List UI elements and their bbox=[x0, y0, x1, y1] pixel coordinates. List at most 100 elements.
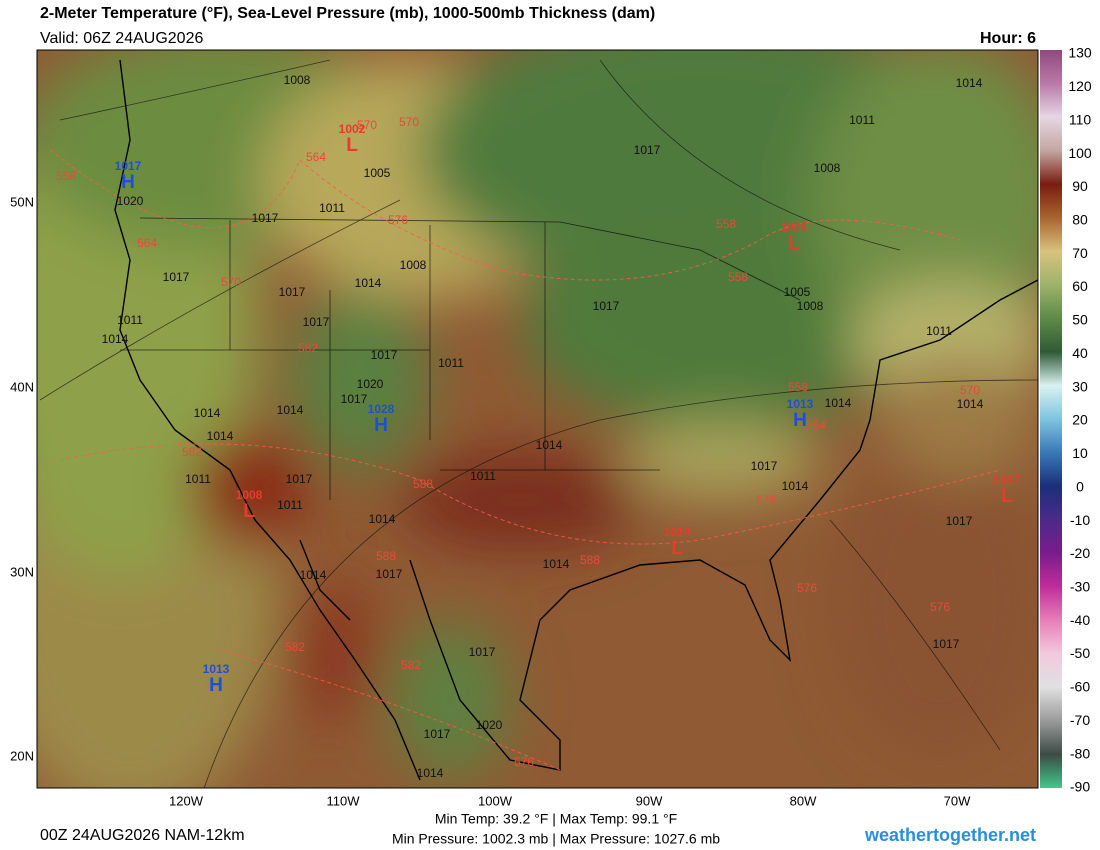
isobar-label: 1020 bbox=[357, 377, 384, 391]
colorbar-tick-label: 110 bbox=[1069, 111, 1092, 127]
thickness-label: 558 bbox=[716, 217, 736, 231]
thickness-label: 582 bbox=[285, 640, 305, 654]
isobar-label: 1011 bbox=[926, 324, 952, 338]
thickness-label: 576 bbox=[514, 755, 534, 769]
colorbar-tick-label: 70 bbox=[1072, 245, 1088, 261]
pressure-center-value: 1005 bbox=[781, 220, 808, 234]
longitude-label: 110W bbox=[327, 793, 361, 808]
isobar-label: 1005 bbox=[784, 285, 811, 299]
pressure-center-value: 1028 bbox=[368, 402, 395, 416]
thickness-label: 588 bbox=[580, 553, 600, 567]
isobar-label: 1014 bbox=[536, 438, 563, 452]
isobar-label: 1014 bbox=[277, 403, 304, 417]
pressure-center-symbol: H bbox=[209, 675, 223, 696]
isobar-label: 1017 bbox=[286, 472, 313, 486]
thickness-label: 570 bbox=[221, 275, 241, 289]
isobar-label: 1011 bbox=[849, 113, 875, 127]
isobar-label: 1017 bbox=[946, 514, 973, 528]
thickness-label: 570 bbox=[960, 383, 980, 397]
isobar-label: 1020 bbox=[476, 718, 503, 732]
pressure-center-value: 1002 bbox=[339, 122, 366, 136]
isobar-label: 1020 bbox=[117, 194, 144, 208]
colorbar-tick-label: -20 bbox=[1070, 545, 1090, 561]
thickness-label: 558 bbox=[728, 270, 748, 284]
thickness-label: 576 bbox=[388, 213, 408, 227]
isobar-label: 1005 bbox=[364, 166, 391, 180]
thickness-label: 564 bbox=[306, 150, 326, 164]
longitude-label: 100W bbox=[478, 793, 513, 808]
isobar-label: 1017 bbox=[634, 143, 661, 157]
thickness-label: 588 bbox=[413, 477, 433, 491]
isobar-label: 1017 bbox=[163, 270, 190, 284]
colorbar-tick-label: -60 bbox=[1070, 679, 1090, 695]
isobar-label: 1008 bbox=[284, 73, 311, 87]
thickness-label: 582 bbox=[298, 341, 318, 355]
isobar-label: 1011 bbox=[319, 201, 345, 215]
longitude-label: 90W bbox=[636, 793, 663, 808]
isobar-label: 1017 bbox=[593, 299, 620, 313]
isobar-label: 1014 bbox=[543, 557, 570, 571]
isobar-label: 1011 bbox=[470, 469, 496, 483]
latitude-label: 40N bbox=[10, 379, 34, 394]
thickness-label: 576 bbox=[797, 581, 817, 595]
isobar-label: 1008 bbox=[814, 161, 841, 175]
pressure-center-value: 1014 bbox=[664, 525, 691, 539]
isobar-label: 1017 bbox=[252, 211, 279, 225]
isobar-label: 1014 bbox=[102, 332, 129, 346]
isobar-label: 1017 bbox=[341, 392, 368, 406]
colorbar-tick-label: 30 bbox=[1072, 378, 1088, 394]
isobar-label: 1017 bbox=[751, 459, 778, 473]
pressure-center-symbol: L bbox=[243, 501, 255, 522]
longitude-label: 120W bbox=[169, 793, 204, 808]
isobar-label: 1014 bbox=[417, 766, 444, 780]
isobar-label: 1014 bbox=[825, 396, 852, 410]
colorbar-tick-label: -90 bbox=[1070, 779, 1090, 795]
thickness-label: 570 bbox=[357, 118, 377, 132]
colorbar-tick-label: 20 bbox=[1072, 412, 1088, 428]
latitude-label: 20N bbox=[10, 748, 34, 763]
latitude-label: 30N bbox=[10, 564, 34, 579]
isobar-label: 1011 bbox=[438, 356, 464, 370]
colorbar-tick-label: 60 bbox=[1072, 278, 1088, 294]
pressure-center-symbol: H bbox=[121, 172, 135, 193]
colorbar-tick-label: 10 bbox=[1072, 445, 1088, 461]
colorbar-tick-label: 120 bbox=[1068, 78, 1092, 94]
coastline bbox=[114, 59, 1038, 781]
map-frame bbox=[36, 49, 1039, 789]
colorbar-tick-label: -30 bbox=[1070, 579, 1090, 595]
isobar-label: 1017 bbox=[469, 645, 496, 659]
thickness-label: 564 bbox=[137, 236, 157, 250]
colorbar bbox=[1040, 50, 1062, 788]
pressure-center-value: 1013 bbox=[203, 662, 230, 676]
isobar-label: 1014 bbox=[194, 406, 221, 420]
isobar-label: 1014 bbox=[956, 76, 983, 90]
colorbar-tick-label: -40 bbox=[1070, 612, 1090, 628]
thickness-lines bbox=[49, 149, 1001, 771]
pressure-center-symbol: L bbox=[1001, 486, 1013, 507]
isobar-label: 1014 bbox=[300, 568, 327, 582]
colorbar-tick-label: 40 bbox=[1072, 345, 1088, 361]
thickness-label: 576 bbox=[930, 600, 950, 614]
thickness-label: 588 bbox=[376, 549, 396, 563]
longitude-label: 80W bbox=[790, 793, 817, 808]
thickness-label: 558 bbox=[56, 169, 76, 183]
isobar-label: 1014 bbox=[355, 276, 382, 290]
isobar-label: 1011 bbox=[277, 498, 303, 512]
borders bbox=[120, 217, 801, 500]
pressure-stats: Min Pressure: 1002.3 mb | Max Pressure: … bbox=[392, 831, 720, 847]
thickness-label: 564 bbox=[806, 418, 826, 432]
pressure-center-symbol: L bbox=[346, 135, 358, 156]
colorbar-tick-label: 50 bbox=[1072, 312, 1088, 328]
pressure-center-symbol: H bbox=[793, 410, 807, 431]
isobar-label: 1014 bbox=[369, 512, 396, 526]
latitude-label: 50N bbox=[10, 194, 34, 209]
isobar-label: 1017 bbox=[933, 637, 960, 651]
isobar-label: 1011 bbox=[117, 313, 143, 327]
thickness-label: 582 bbox=[401, 658, 421, 672]
isobars bbox=[39, 59, 1038, 788]
colorbar-tick-label: 130 bbox=[1068, 45, 1092, 61]
title: 2-Meter Temperature (°F), Sea-Level Pres… bbox=[40, 5, 655, 22]
colorbar-tick-label: 90 bbox=[1072, 178, 1088, 194]
colorbar-tick-label: -80 bbox=[1070, 745, 1090, 761]
